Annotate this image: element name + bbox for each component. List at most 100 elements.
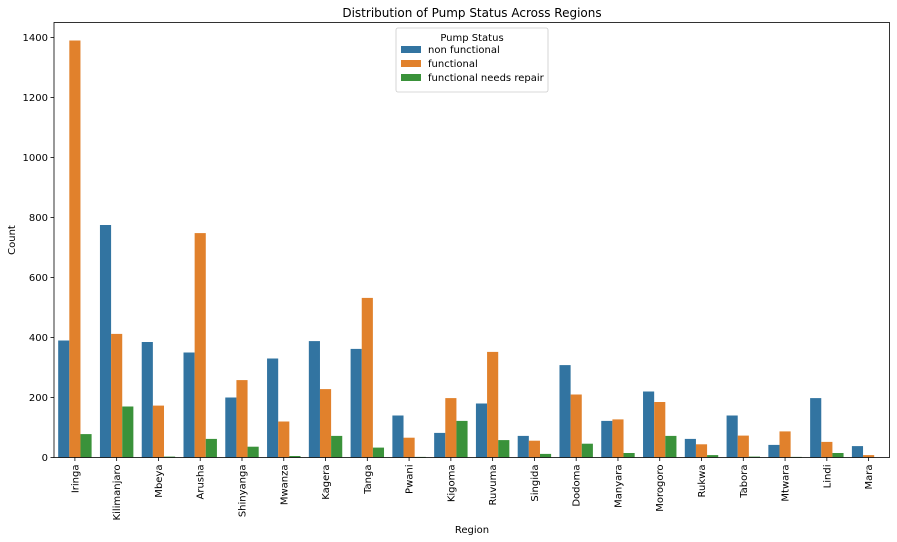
bar-arusha-functional (194, 233, 206, 458)
bar-manyara-functional-needs-repair (623, 453, 635, 458)
x-tick-label: Kilimanjaro (112, 465, 123, 521)
y-axis: 0 200 400 600 800 1000 1200 1400 (23, 33, 54, 464)
bar-kigoma-functional (445, 398, 457, 458)
x-tick-label: Dodoma (572, 465, 583, 507)
bar-kagera-functional (319, 389, 332, 458)
y-axis-title: Count (7, 225, 18, 255)
x-tick-label: Kagera (321, 465, 332, 500)
chart-title: Distribution of Pump Status Across Regio… (342, 6, 601, 20)
bar-mbeya-functional (152, 405, 165, 458)
y-tick-label: 600 (29, 273, 48, 284)
x-tick-label: Mtwara (781, 465, 792, 502)
bar-mara-non-functional (851, 446, 864, 458)
x-axis: Iringa Kilimanjaro Mbeya Arusha Shinyanga Mwa… (70, 457, 875, 521)
bar-tanga-functional (361, 297, 373, 458)
bar-shinyanga-non-functional (225, 397, 237, 458)
y-tick-label: 1400 (23, 33, 48, 44)
bar-kilimanjaro-functional-needs-repair (122, 406, 134, 458)
legend-label: functional needs repair (428, 73, 545, 84)
x-tick-label: Lindi (822, 465, 833, 489)
bar-ruvuma-non-functional (475, 403, 488, 458)
legend-swatch (401, 46, 421, 53)
bar-dodoma-non-functional (559, 365, 571, 458)
y-tick-label: 1200 (23, 93, 48, 104)
x-tick-label: Mwanza (279, 465, 290, 506)
bar-mbeya-non-functional (141, 342, 153, 458)
bar-manyara-functional (612, 419, 624, 458)
legend-title: Pump Status (440, 33, 503, 44)
bar-mbeya-functional-needs-repair (164, 456, 176, 458)
legend-swatch (401, 74, 421, 81)
y-tick-label: 200 (29, 393, 48, 404)
bar-tanga-non-functional (350, 348, 362, 458)
bar-arusha-non-functional (183, 352, 195, 458)
x-tick-label: Manyara (613, 465, 624, 508)
x-tick-label: Arusha (196, 465, 207, 500)
x-tick-label: Mbeya (154, 465, 165, 498)
bar-ruvuma-functional (487, 351, 499, 458)
bar-shinyanga-functional (236, 380, 248, 458)
y-tick-label: 0 (42, 453, 48, 464)
bar-manyara-non-functional (601, 420, 613, 458)
bar-morogoro-functional-needs-repair (665, 435, 677, 458)
plot-frame (53, 22, 890, 458)
bar-singida-non-functional (517, 435, 529, 458)
bar-tanga-functional-needs-repair (372, 447, 385, 458)
bar-singida-functional-needs-repair (539, 453, 552, 458)
bar-morogoro-functional (654, 402, 666, 458)
legend: Pump Status non functional functional func… (395, 27, 549, 93)
bar-pwani-non-functional (392, 415, 404, 458)
bar-kilimanjaro-non-functional (99, 225, 112, 458)
x-tick-label: Pwani (405, 465, 416, 494)
x-tick-label: Tanga (363, 465, 374, 495)
bar-kilimanjaro-functional (111, 333, 123, 458)
legend-box (395, 27, 549, 93)
bar-iringa-functional-needs-repair (80, 434, 92, 458)
y-tick-label: 400 (29, 333, 48, 344)
bar-singida-functional (528, 440, 540, 458)
y-tick-label: 1000 (23, 153, 48, 164)
bar-iringa-functional (69, 40, 81, 458)
bar-mtwara-functional (779, 431, 791, 458)
x-tick-label: Kigoma (446, 465, 457, 503)
legend-swatch (401, 60, 421, 67)
bar-tabora-non-functional (726, 415, 738, 458)
bar-rukwa-non-functional (684, 438, 696, 458)
x-tick-label: Iringa (70, 465, 81, 494)
bar-mara-functional (863, 455, 875, 458)
bar-kagera-non-functional (308, 341, 320, 458)
bar-shinyanga-functional-needs-repair (247, 446, 259, 458)
x-tick-label: Singida (530, 465, 541, 502)
bar-tabora-functional (737, 435, 749, 458)
x-tick-label: Mara (864, 465, 875, 490)
bar-ruvuma-functional-needs-repair (498, 440, 510, 458)
bar-arusha-functional-needs-repair (205, 438, 217, 458)
legend-label: functional (428, 59, 478, 70)
bar-iringa-non-functional (58, 340, 70, 458)
bar-lindi-non-functional (810, 398, 822, 458)
bars-layer (58, 40, 875, 458)
bar-kigoma-functional-needs-repair (456, 420, 468, 458)
y-tick-label: 800 (29, 213, 48, 224)
bar-mwanza-functional-needs-repair (289, 456, 301, 458)
x-tick-label: Tabora (739, 465, 750, 499)
x-axis-title: Region (455, 525, 489, 536)
bar-mtwara-non-functional (768, 444, 780, 458)
bar-dodoma-functional-needs-repair (581, 443, 593, 458)
bar-rukwa-functional-needs-repair (707, 455, 719, 458)
x-tick-label: Morogoro (655, 465, 666, 512)
bar-kigoma-non-functional (434, 432, 446, 458)
legend-label: non functional (428, 45, 500, 56)
bar-kagera-functional-needs-repair (331, 435, 343, 458)
bar-tabora-functional-needs-repair (748, 456, 760, 458)
bar-pwani-functional (403, 437, 415, 458)
x-tick-label: Rukwa (697, 465, 708, 498)
bar-mwanza-non-functional (267, 358, 279, 458)
bar-dodoma-functional (570, 394, 582, 458)
x-tick-label: Ruvuma (488, 465, 499, 506)
bar-mwanza-functional (278, 421, 290, 458)
bar-rukwa-functional (695, 444, 708, 458)
bar-morogoro-non-functional (643, 391, 655, 458)
bar-lindi-functional (821, 441, 833, 458)
